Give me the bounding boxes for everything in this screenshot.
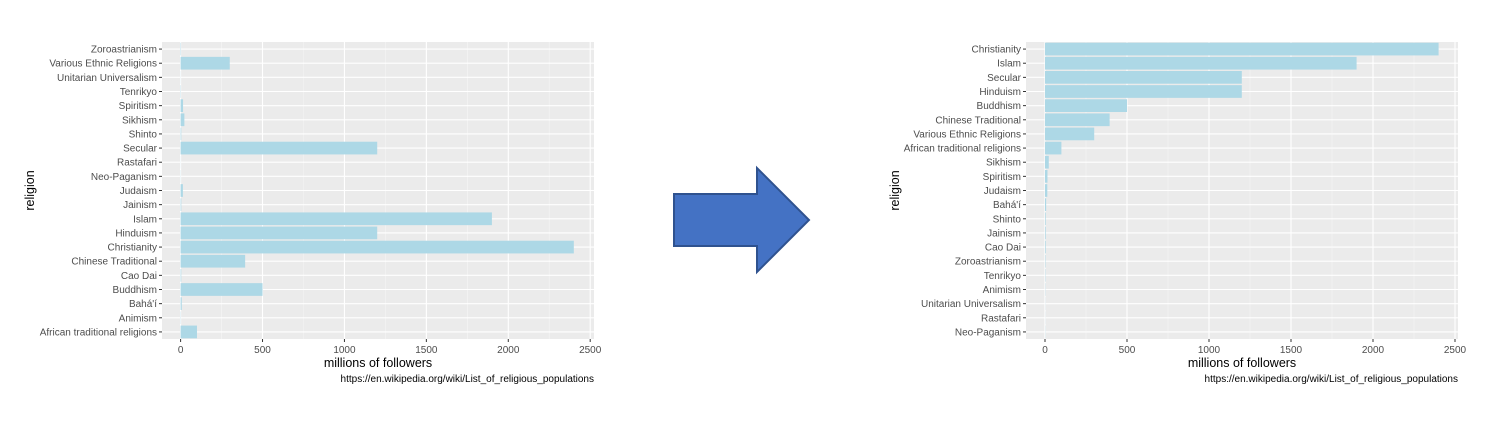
bar-various-ethnic-religions <box>1045 127 1095 141</box>
y-tick-label: Christianity <box>972 45 1021 56</box>
bar-african-traditional-religions <box>1045 141 1062 155</box>
bar-hinduism <box>1045 85 1242 98</box>
bar-chinese-traditional <box>1045 113 1110 127</box>
y-tick-label: Tenrikyo <box>984 271 1022 282</box>
bar-african-traditional-religions <box>180 325 197 339</box>
y-tick-label: Islam <box>997 59 1021 70</box>
x-tick-label: 2000 <box>1362 345 1385 356</box>
y-tick-label: Zoroastrianism <box>955 257 1021 268</box>
x-tick-label: 1000 <box>1198 345 1221 356</box>
x-tick-label: 500 <box>1119 345 1136 356</box>
bar-christianity <box>1045 42 1439 56</box>
bar-judaism <box>180 184 183 197</box>
bar-shinto <box>180 127 182 141</box>
bar-islam <box>180 212 492 226</box>
y-tick-label: Secular <box>123 144 158 155</box>
y-tick-label: Islam <box>133 214 157 225</box>
bar-jainism <box>180 198 182 212</box>
y-tick-label: African traditional religions <box>40 327 157 338</box>
x-tick-label: 2500 <box>579 345 602 356</box>
chart-sorted: Christianity Islam Secular Hinduism Buddhism… <box>888 42 1467 385</box>
y-tick-label: Cao Dai <box>985 243 1021 254</box>
bar-hinduism <box>180 226 378 240</box>
bar-buddhism <box>1045 99 1127 113</box>
bar-bah- <box>180 297 182 311</box>
y-tick-label: Chinese Traditional <box>71 257 157 268</box>
y-tick-label: Bahá'í <box>993 200 1021 211</box>
y-tick-label: Shinto <box>129 129 158 140</box>
x-tick-label: 0 <box>178 345 184 356</box>
y-tick-label: Sikhism <box>122 115 157 126</box>
y-tick-label: Unitarian Universalism <box>57 73 157 84</box>
y-tick-label: Buddhism <box>977 101 1021 112</box>
bar-buddhism <box>180 283 263 296</box>
y-tick-label: Rastafari <box>117 158 157 169</box>
y-tick-label: African traditional religions <box>904 144 1021 155</box>
right-arrow-icon <box>673 165 811 275</box>
bar-sikhism <box>1045 155 1049 169</box>
y-tick-label: Hinduism <box>979 87 1021 98</box>
bar-sikhism <box>180 113 185 127</box>
x-axis-title: millions of followers <box>324 356 432 370</box>
chart-alphabetical: Zoroastrianism Various Ethnic Religions Un… <box>23 42 602 385</box>
bar-chinese-traditional <box>180 254 246 268</box>
x-tick-label: 2000 <box>497 345 520 356</box>
y-tick-label: Jainism <box>987 228 1021 239</box>
x-tick-label: 1000 <box>333 345 356 356</box>
y-tick-label: Jainism <box>123 200 157 211</box>
y-tick-label: Tenrikyo <box>120 87 158 98</box>
bar-bah- <box>1045 198 1047 212</box>
y-tick-label: Spiritism <box>119 101 157 112</box>
y-tick-label: Secular <box>987 73 1022 84</box>
source-caption: https://en.wikipedia.org/wiki/List_of_re… <box>341 374 594 385</box>
y-tick-label: Bahá'í <box>129 299 157 310</box>
bar-spiritism <box>180 99 184 113</box>
bar-islam <box>1045 56 1357 70</box>
bar-shinto <box>1045 212 1046 226</box>
bar-christianity <box>180 240 574 254</box>
y-tick-label: Zoroastrianism <box>91 45 157 56</box>
y-axis-title: religion <box>888 170 902 210</box>
y-tick-label: Cao Dai <box>121 271 157 282</box>
x-axis-title: millions of followers <box>1188 356 1296 370</box>
x-tick-label: 0 <box>1042 345 1048 356</box>
bar-various-ethnic-religions <box>180 56 230 70</box>
bar-cao-dai <box>180 268 182 282</box>
y-tick-label: Judaism <box>120 186 157 197</box>
bar-cao-dai <box>1045 240 1046 254</box>
y-tick-label: Various Ethnic Religions <box>913 129 1021 140</box>
y-tick-label: Sikhism <box>986 158 1021 169</box>
y-tick-label: Judaism <box>984 186 1021 197</box>
bar-secular <box>1045 70 1242 84</box>
x-tick-label: 500 <box>254 345 271 356</box>
y-tick-label: Animism <box>983 285 1021 296</box>
y-tick-label: Rastafari <box>981 313 1021 324</box>
bar-secular <box>180 141 378 155</box>
y-tick-label: Neo-Paganism <box>91 172 157 183</box>
y-tick-label: Chinese Traditional <box>935 115 1021 126</box>
x-tick-label: 1500 <box>1280 345 1303 356</box>
x-tick-label: 1500 <box>415 345 438 356</box>
y-tick-label: Animism <box>119 313 157 324</box>
bar-jainism <box>1045 226 1046 240</box>
transition-arrow <box>673 165 811 275</box>
y-tick-label: Neo-Paganism <box>955 327 1021 338</box>
bar-spiritism <box>1045 169 1048 183</box>
bar-judaism <box>1045 184 1048 197</box>
y-tick-label: Buddhism <box>113 285 157 296</box>
source-caption: https://en.wikipedia.org/wiki/List_of_re… <box>1205 374 1458 385</box>
y-axis-title: religion <box>23 170 37 210</box>
y-tick-label: Hinduism <box>115 228 157 239</box>
y-tick-label: Shinto <box>993 214 1022 225</box>
y-tick-label: Christianity <box>108 243 157 254</box>
y-tick-label: Unitarian Universalism <box>921 299 1021 310</box>
x-tick-label: 2500 <box>1444 345 1467 356</box>
y-tick-label: Various Ethnic Religions <box>49 59 157 70</box>
y-tick-label: Spiritism <box>983 172 1021 183</box>
